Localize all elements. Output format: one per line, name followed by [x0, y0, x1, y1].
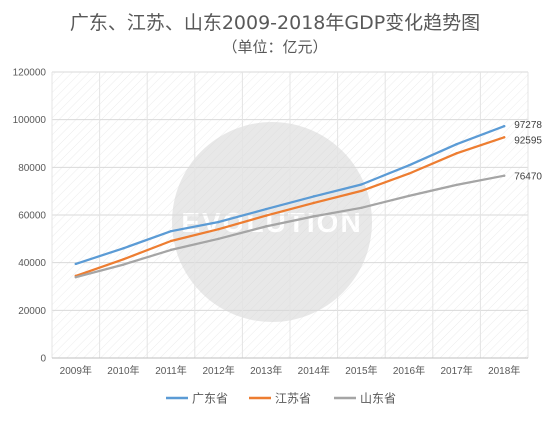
- data-point: [265, 225, 268, 228]
- data-point: [122, 258, 125, 261]
- data-point: [455, 152, 458, 155]
- y-tick-label: 100000: [13, 115, 47, 126]
- data-point: [360, 206, 363, 210]
- data-point: [265, 207, 268, 211]
- data-point: [503, 136, 506, 139]
- legend-label: 山东省: [360, 392, 396, 406]
- x-tick-label: 2017年: [440, 364, 472, 377]
- data-point: [312, 215, 315, 218]
- data-point: [312, 195, 315, 198]
- watermark: EVOLUTION: [172, 122, 372, 322]
- x-tick-label: 2015年: [345, 364, 377, 377]
- y-tick-label: 80000: [18, 163, 46, 174]
- data-point: [407, 194, 411, 198]
- x-tick-label: 2018年: [488, 364, 520, 377]
- y-tick-label: 120000: [13, 68, 47, 79]
- data-point: [217, 220, 220, 224]
- x-tick-label: 2009年: [60, 364, 92, 377]
- data-point: [74, 262, 78, 266]
- data-point: [122, 247, 125, 250]
- data-point: [312, 201, 315, 205]
- x-tick-label: 2013年: [250, 364, 282, 377]
- data-point: [360, 189, 363, 193]
- chart-title: 广东、江苏、山东2009-2018年GDP变化趋势图: [69, 12, 481, 34]
- data-point: [407, 172, 411, 175]
- data-point: [503, 174, 506, 177]
- x-tick-label: 2011年: [155, 364, 187, 377]
- data-point: [217, 237, 220, 241]
- data-point: [503, 124, 506, 128]
- x-tick-label: 2014年: [298, 364, 330, 377]
- data-point: [122, 263, 125, 266]
- data-label: 97278: [514, 120, 542, 131]
- data-point: [360, 183, 363, 186]
- data-point: [455, 143, 458, 146]
- series-line-0: [74, 125, 506, 266]
- series-line-2: [74, 174, 506, 279]
- data-label: 92595: [514, 135, 542, 146]
- y-tick-label: 0: [40, 354, 46, 365]
- data-point: [169, 248, 173, 252]
- data-point: [455, 183, 458, 187]
- data-point: [217, 227, 220, 231]
- chart-subtitle: （单位：亿元）: [222, 38, 328, 56]
- x-tick-label: 2016年: [393, 364, 425, 377]
- data-point: [169, 239, 173, 243]
- legend-label: 广东省: [192, 392, 228, 406]
- legend-label: 江苏省: [275, 392, 311, 406]
- series-line-1: [74, 136, 506, 278]
- y-tick-label: 20000: [18, 306, 46, 317]
- data-point: [169, 229, 173, 233]
- data-point: [265, 214, 268, 217]
- x-tick-label: 2012年: [202, 364, 234, 377]
- watermark-circle: [172, 122, 372, 322]
- y-tick-label: 60000: [18, 211, 46, 222]
- y-tick-label: 40000: [18, 258, 46, 269]
- data-label: 76470: [514, 172, 542, 183]
- data-point: [74, 276, 78, 279]
- x-tick-label: 2010年: [107, 364, 139, 377]
- data-point: [407, 164, 411, 167]
